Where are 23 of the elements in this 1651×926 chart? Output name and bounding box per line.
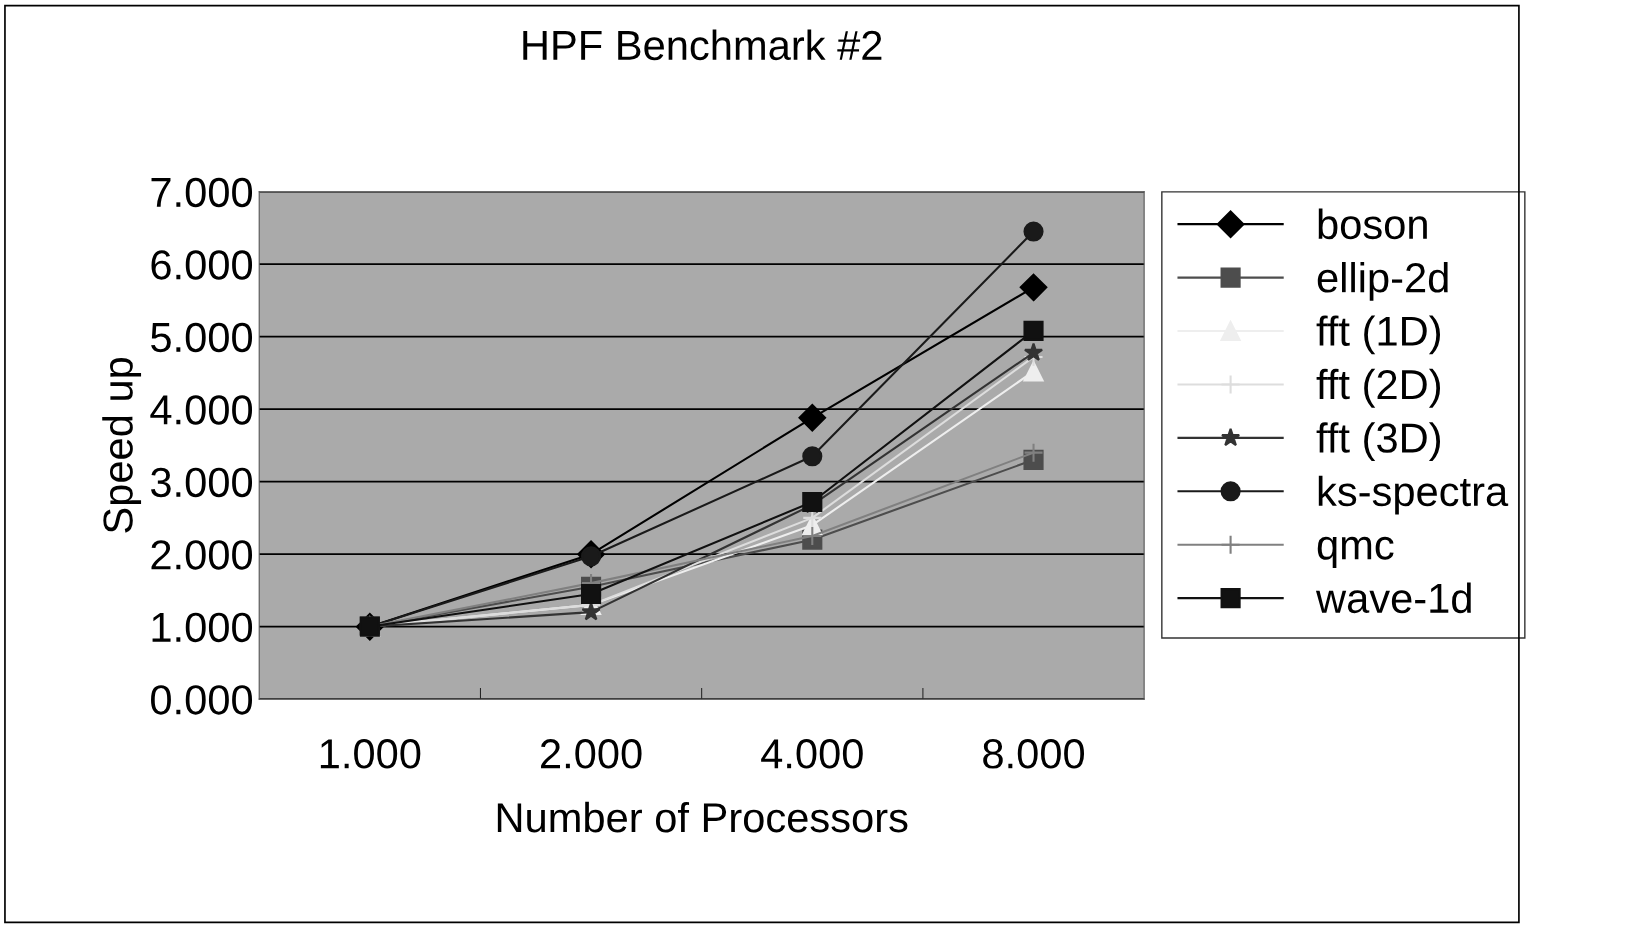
y-tick-label: 5.000 — [151, 322, 253, 353]
y-tick-label: 3.000 — [150, 467, 253, 498]
legend-label: qmc — [1317, 536, 1394, 568]
legend-label: fft (1D) — [1316, 315, 1441, 355]
x-tick-label: 1.000 — [320, 739, 421, 769]
x-tick-label: 4.000 — [761, 739, 863, 769]
legend-label: boson — [1318, 208, 1427, 240]
legend-label: ellip-2d — [1317, 261, 1448, 301]
y-tick-label: 1.000 — [152, 612, 253, 643]
x-tick-label: 8.000 — [983, 739, 1085, 769]
legend-label: wave-1d — [1315, 582, 1471, 614]
y-tick-label: 4.000 — [150, 395, 253, 425]
legend-label: ks-spectra — [1318, 475, 1509, 515]
y-tick-label: 7.000 — [151, 177, 253, 208]
y-tick-label: 6.000 — [151, 250, 253, 280]
x-axis-title: Number of Processors — [497, 801, 908, 833]
x-tick-label: 2.000 — [541, 739, 642, 769]
chart-title: HPF Benchmark #2 — [523, 29, 882, 61]
legend-label: fft (2D) — [1316, 368, 1441, 408]
y-tick-label: 2.000 — [151, 540, 253, 570]
legend-label: fft (3D) — [1316, 422, 1441, 462]
y-axis-title: Speed up — [102, 357, 142, 533]
y-tick-label: 0.000 — [151, 685, 253, 715]
